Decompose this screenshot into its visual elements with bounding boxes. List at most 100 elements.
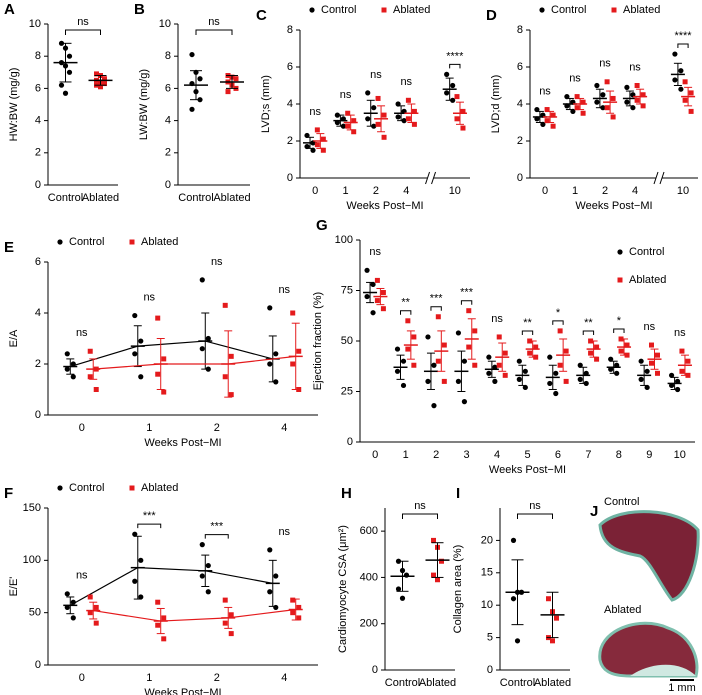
data-point xyxy=(514,638,521,644)
data-point xyxy=(640,103,646,109)
data-point xyxy=(405,346,411,352)
legend-label: Control xyxy=(69,482,104,494)
legend-label: Control xyxy=(551,4,586,16)
data-point xyxy=(161,636,167,642)
data-point xyxy=(461,399,468,405)
sig-label: ns xyxy=(340,89,352,101)
data-point xyxy=(502,372,508,378)
data-point xyxy=(314,127,320,133)
legend-label: Control xyxy=(69,236,104,248)
data-point xyxy=(557,328,563,334)
x-tick-label: 10 xyxy=(677,185,689,197)
data-point xyxy=(594,344,600,350)
y-tick-label: 25 xyxy=(341,385,353,397)
sig-bracket xyxy=(400,310,412,315)
x-tick-label: 1 xyxy=(403,449,409,461)
data-point xyxy=(604,79,610,85)
sig-bracket xyxy=(521,330,534,335)
data-point xyxy=(688,108,694,114)
x-tick-label: Control xyxy=(385,677,420,689)
data-point xyxy=(608,356,614,362)
data-point xyxy=(64,591,70,597)
y-tick-label: 20 xyxy=(481,534,493,546)
data-point xyxy=(70,374,76,380)
data-point xyxy=(228,631,234,637)
data-point xyxy=(516,358,522,364)
x-tick-label: 4 xyxy=(403,185,409,197)
data-point xyxy=(502,350,508,356)
data-point xyxy=(466,344,472,350)
sig-label: ns xyxy=(370,69,382,81)
data-point xyxy=(296,604,302,610)
data-point xyxy=(273,573,279,579)
data-point xyxy=(624,84,630,90)
y-axis-label: LW:BW (mg/g) xyxy=(138,69,150,140)
sig-label: * xyxy=(617,315,622,327)
sig-bracket xyxy=(430,306,442,311)
y-axis-label: LVD;s (mm) xyxy=(260,75,272,133)
x-tick-label: 7 xyxy=(585,449,591,461)
sig-label: ns xyxy=(278,526,290,538)
data-point xyxy=(411,362,417,368)
panel-letter: E xyxy=(4,239,14,256)
data-point xyxy=(574,94,580,100)
sig-bracket xyxy=(552,320,564,325)
sig-label: ns xyxy=(491,313,503,325)
data-point xyxy=(624,342,630,348)
data-point xyxy=(320,136,326,142)
data-point xyxy=(577,362,583,368)
data-point xyxy=(161,615,167,621)
y-tick-label: 50 xyxy=(29,607,41,619)
y-tick-label: 600 xyxy=(360,525,378,537)
y-tick-label: 400 xyxy=(360,571,378,583)
mean-line xyxy=(69,567,273,606)
data-point xyxy=(411,108,417,114)
sig-bracket xyxy=(460,300,473,305)
y-tick-label: 2 xyxy=(165,147,171,159)
legend-label: Ablated xyxy=(141,236,178,248)
data-point xyxy=(205,335,211,342)
x-tick-label: 0 xyxy=(372,449,378,461)
data-point xyxy=(189,51,195,58)
data-point xyxy=(267,589,273,595)
data-point xyxy=(577,376,583,382)
x-tick-label: 3 xyxy=(464,449,470,461)
data-point xyxy=(580,99,586,105)
data-point xyxy=(533,344,539,350)
data-point xyxy=(296,348,302,354)
y-tick-label: 6 xyxy=(35,82,41,94)
x-tick-label: 10 xyxy=(449,185,461,197)
data-point xyxy=(617,277,623,283)
data-point xyxy=(544,107,550,113)
sig-bracket xyxy=(582,330,595,335)
sig-label: ns xyxy=(674,327,686,339)
x-tick-label: 8 xyxy=(616,449,622,461)
data-point xyxy=(138,374,144,380)
data-point xyxy=(527,350,533,356)
sig-label: ns xyxy=(599,58,611,70)
data-point xyxy=(370,310,376,316)
legend-label: Ablated xyxy=(141,482,178,494)
data-point xyxy=(435,314,441,320)
data-point xyxy=(455,378,462,384)
data-point xyxy=(634,97,640,103)
data-point xyxy=(460,125,466,131)
data-point xyxy=(557,362,563,368)
data-point xyxy=(672,51,678,57)
mean-line xyxy=(93,608,296,622)
y-tick-label: 75 xyxy=(341,284,353,296)
data-point xyxy=(472,328,478,334)
data-point xyxy=(87,594,93,600)
y-axis-label: Ejection fraction (%) xyxy=(312,292,324,390)
sig-label: ns xyxy=(143,291,155,303)
data-point xyxy=(550,638,555,644)
x-tick-label: Ablated xyxy=(213,192,250,204)
data-point xyxy=(400,382,407,389)
panel-letter: C xyxy=(256,7,267,24)
x-tick-label: Ablated xyxy=(419,677,456,689)
chart-panel: F 0 50 100 150 E/E' Weeks Post−MI 0 1 2 4 ns *** *** n… xyxy=(4,482,318,695)
x-tick-label: 0 xyxy=(79,422,85,434)
sig-label: ** xyxy=(584,317,593,329)
data-point xyxy=(444,71,450,77)
